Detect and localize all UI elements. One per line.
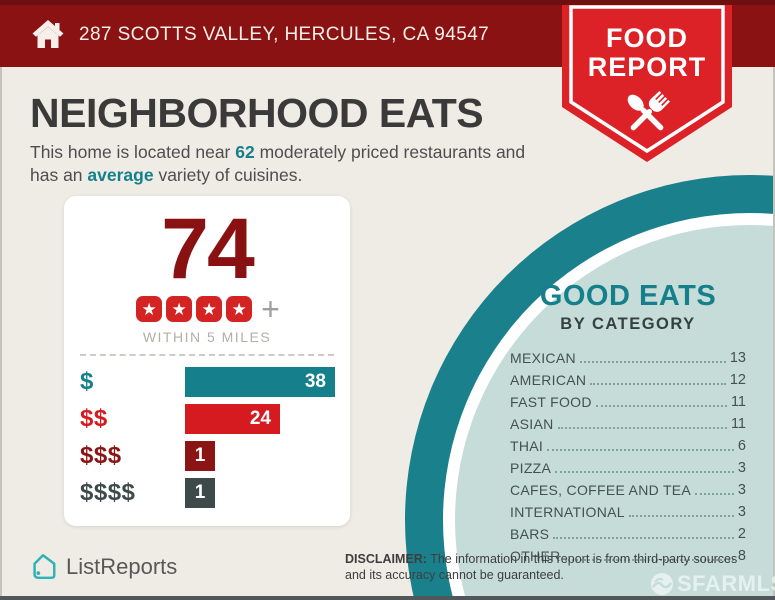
bottom-edge bbox=[0, 596, 775, 600]
good-eats-panel: GOOD EATS BY CATEGORY MEXICAN 13 AMERICAN 1… bbox=[510, 280, 746, 570]
variety-rating: average bbox=[87, 165, 154, 186]
dotted-leader bbox=[555, 471, 734, 473]
category-label: FAST FOOD bbox=[510, 394, 592, 410]
disclaimer-text: The information in this report is from t… bbox=[345, 552, 738, 583]
dotted-leader bbox=[557, 427, 727, 429]
sfarmls-watermark: SFARMLS bbox=[650, 571, 775, 597]
category-count: 3 bbox=[737, 504, 746, 520]
dashed-divider bbox=[80, 354, 334, 356]
category-label: MEXICAN bbox=[510, 350, 576, 366]
category-count: 2 bbox=[737, 526, 746, 542]
dotted-leader bbox=[695, 493, 734, 495]
bar-value: 38 bbox=[304, 371, 326, 392]
bar-row: $$ 24 bbox=[80, 404, 350, 434]
category-row: PIZZA 3 bbox=[510, 460, 746, 476]
dotted-leader bbox=[579, 361, 726, 363]
category-row: BARS 2 bbox=[510, 526, 746, 542]
category-label: THAI bbox=[510, 438, 544, 454]
star-icon: ★ bbox=[196, 296, 223, 322]
category-row: ASIAN 11 bbox=[510, 416, 746, 432]
category-count: 3 bbox=[737, 482, 746, 498]
category-row: THAI 6 bbox=[510, 438, 746, 454]
dotted-leader bbox=[595, 405, 727, 407]
listreports-logo: ListReports bbox=[28, 552, 177, 582]
category-list: MEXICAN 13 AMERICAN 12 FAST FOOD 11 ASIAN 11 THA… bbox=[510, 350, 746, 564]
category-label: PIZZA bbox=[510, 460, 552, 476]
plus-sign: + bbox=[261, 291, 280, 327]
page-subtitle: This home is located near 62 moderately … bbox=[30, 141, 558, 187]
badge-line1: FOOD bbox=[606, 23, 688, 53]
price-level-label: $$$ bbox=[80, 442, 122, 469]
bar-value: 1 bbox=[194, 445, 206, 466]
star-icon: ★ bbox=[136, 296, 163, 322]
left-edge bbox=[0, 0, 2, 600]
star-icon: ★ bbox=[166, 296, 193, 322]
bar: 1 bbox=[185, 478, 215, 508]
good-eats-subtitle: BY CATEGORY bbox=[560, 315, 696, 333]
subtitle-text: This home is located near bbox=[30, 142, 236, 162]
good-eats-title: GOOD EATS bbox=[539, 280, 717, 312]
category-row: FAST FOOD 11 bbox=[510, 394, 746, 410]
price-level-label: $$$$ bbox=[80, 479, 136, 506]
disclaimer-label: DISCLAIMER: bbox=[345, 552, 427, 566]
food-report-badge: FOOD REPORT bbox=[562, 0, 732, 162]
subtitle-text: variety of cuisines. bbox=[153, 165, 303, 186]
radius-label: WITHIN 5 MILES bbox=[142, 329, 272, 345]
category-label: BARS bbox=[510, 526, 550, 542]
restaurant-count: 62 bbox=[235, 142, 255, 162]
utensils-icon bbox=[627, 91, 670, 131]
category-label: CAFES, COFFEE AND TEA bbox=[510, 482, 692, 498]
home-icon bbox=[32, 19, 64, 48]
category-count: 11 bbox=[730, 416, 746, 432]
category-label: AMERICAN bbox=[510, 372, 587, 388]
dotted-leader bbox=[628, 515, 734, 517]
category-row: AMERICAN 12 bbox=[510, 372, 746, 388]
food-score: 74 bbox=[161, 201, 255, 297]
category-count: 3 bbox=[737, 460, 746, 476]
category-label: OTHER bbox=[510, 548, 561, 564]
listreports-house-icon bbox=[33, 554, 56, 579]
price-level-label: $ bbox=[80, 368, 94, 395]
watermark-text: SFARMLS bbox=[677, 571, 775, 596]
bar: 1 bbox=[185, 441, 215, 471]
dotted-leader bbox=[547, 449, 734, 451]
dotted-leader bbox=[564, 559, 734, 561]
category-count: 11 bbox=[730, 394, 746, 410]
category-row: MEXICAN 13 bbox=[510, 350, 746, 366]
bar: 24 bbox=[185, 404, 280, 434]
dotted-leader bbox=[553, 537, 734, 539]
price-level-label: $$ bbox=[80, 405, 108, 432]
property-address: 287 SCOTTS VALLEY, HERCULES, CA 94547 bbox=[79, 23, 490, 45]
category-count: 12 bbox=[729, 372, 746, 388]
subtitle-text: moderately priced restaurants and has an bbox=[30, 142, 526, 186]
sfarmls-logo-icon bbox=[651, 573, 673, 595]
category-row: INTERNATIONAL 3 bbox=[510, 504, 746, 520]
bar: 38 bbox=[185, 367, 335, 397]
star-icon: ★ bbox=[226, 296, 253, 322]
category-count: 8 bbox=[737, 548, 746, 564]
bar-value: 24 bbox=[249, 408, 271, 429]
bar-value: 1 bbox=[194, 482, 206, 503]
score-card: 74 ★ ★ ★ ★ + WITHIN 5 MILES $38 $$ 24 $$$ 1 $$$$ 1 bbox=[64, 196, 350, 526]
right-edge bbox=[773, 0, 775, 600]
bar-row: $$$ 1 bbox=[80, 441, 350, 471]
bar-row: $$$$ 1 bbox=[80, 478, 350, 508]
page-title: NEIGHBORHOOD EATS bbox=[30, 90, 484, 136]
category-label: ASIAN bbox=[510, 416, 554, 432]
category-count: 13 bbox=[729, 350, 746, 366]
bar-row: $38 bbox=[80, 367, 350, 397]
dotted-leader bbox=[590, 383, 726, 385]
star-rating: ★ ★ ★ ★ + bbox=[64, 291, 350, 327]
disclaimer: DISCLAIMER: The information in this repo… bbox=[345, 551, 745, 584]
category-label: INTERNATIONAL bbox=[510, 504, 625, 520]
brand-name: ListReports bbox=[66, 554, 178, 579]
price-bar-chart: $38 $$ 24 $$$ 1 $$$$ 1 bbox=[64, 367, 350, 508]
category-row: CAFES, COFFEE AND TEA 3 bbox=[510, 482, 746, 498]
category-row: OTHER 8 bbox=[510, 548, 746, 564]
badge-line2: REPORT bbox=[588, 52, 707, 82]
top-edge-strip bbox=[0, 0, 775, 5]
category-count: 6 bbox=[737, 438, 746, 454]
